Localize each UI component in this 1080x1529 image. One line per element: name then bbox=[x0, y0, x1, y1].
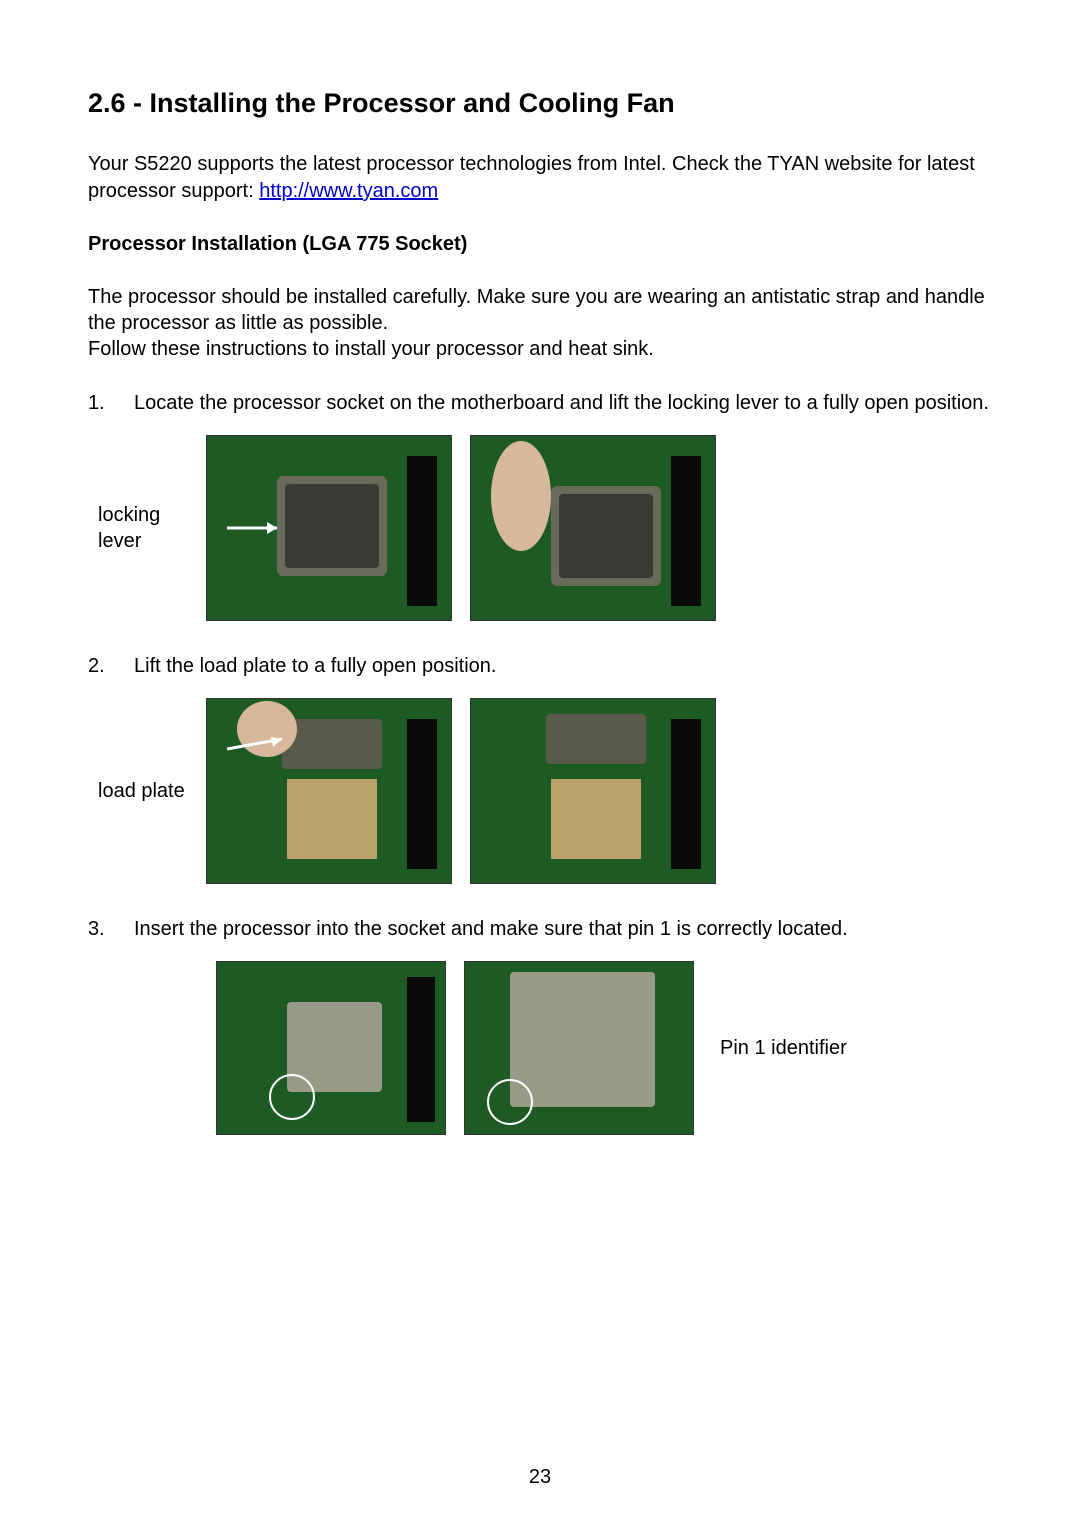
step-1: 1. Locate the processor socket on the mo… bbox=[88, 390, 992, 417]
step-number: 2. bbox=[88, 653, 134, 680]
figure-row-1: locking lever bbox=[88, 435, 992, 621]
step-text: Insert the processor into the socket and… bbox=[134, 916, 992, 943]
figure-2b bbox=[470, 698, 716, 884]
figure-row-3: Pin 1 identifier bbox=[216, 961, 992, 1135]
step-number: 3. bbox=[88, 916, 134, 943]
step-text: Locate the processor socket on the mothe… bbox=[134, 390, 992, 417]
document-page: 2.6 - Installing the Processor and Cooli… bbox=[0, 0, 1080, 1529]
figure-3a bbox=[216, 961, 446, 1135]
page-number: 23 bbox=[0, 1466, 1080, 1489]
step-2: 2. Lift the load plate to a fully open p… bbox=[88, 653, 992, 680]
figure-row-2: load plate bbox=[88, 698, 992, 884]
section-title: 2.6 - Installing the Processor and Cooli… bbox=[88, 88, 992, 119]
label-load-plate: load plate bbox=[88, 778, 188, 804]
figure-3b bbox=[464, 961, 694, 1135]
motherboard-photo-icon bbox=[217, 962, 445, 1134]
step-text: Lift the load plate to a fully open posi… bbox=[134, 653, 992, 680]
label-pin1: Pin 1 identifier bbox=[712, 1035, 847, 1061]
motherboard-photo-icon bbox=[207, 699, 451, 883]
step-3: 3. Insert the processor into the socket … bbox=[88, 916, 992, 943]
intro-text: Your S5220 supports the latest processor… bbox=[88, 153, 975, 202]
body-text-block: The processor should be installed carefu… bbox=[88, 284, 992, 362]
figure-1a bbox=[206, 435, 452, 621]
motherboard-photo-icon bbox=[465, 962, 693, 1134]
figure-1b bbox=[470, 435, 716, 621]
body-line-2: Follow these instructions to install you… bbox=[88, 338, 654, 360]
tyan-link[interactable]: http://www.tyan.com bbox=[259, 180, 438, 202]
subheading: Processor Installation (LGA 775 Socket) bbox=[88, 233, 992, 256]
motherboard-photo-icon bbox=[471, 699, 715, 883]
body-line-1: The processor should be installed carefu… bbox=[88, 286, 985, 334]
label-locking-lever: locking lever bbox=[88, 502, 188, 554]
motherboard-photo-icon bbox=[471, 436, 715, 620]
motherboard-photo-icon bbox=[207, 436, 451, 620]
step-number: 1. bbox=[88, 390, 134, 417]
intro-paragraph: Your S5220 supports the latest processor… bbox=[88, 151, 992, 205]
figure-2a bbox=[206, 698, 452, 884]
